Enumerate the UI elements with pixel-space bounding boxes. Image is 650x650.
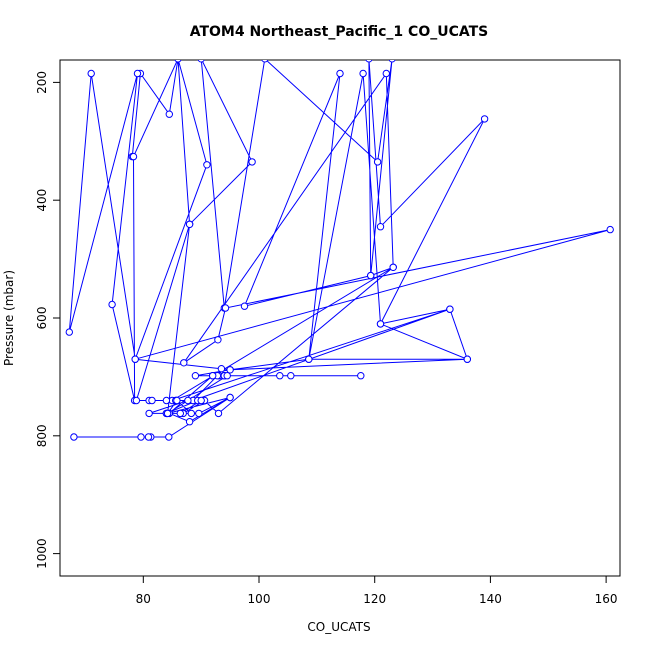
- data-point: [217, 365, 226, 373]
- x-tick-label: 140: [479, 592, 502, 606]
- data-point: [176, 409, 185, 418]
- data-point: [203, 161, 211, 169]
- data-point: [226, 393, 234, 402]
- data-point: [197, 396, 205, 405]
- data-point: [129, 152, 138, 161]
- data-point: [165, 433, 173, 441]
- data-point: [388, 60, 396, 63]
- y-tick-label: 1000: [35, 538, 49, 569]
- y-axis: 200 400 600 800 1000: [35, 71, 61, 569]
- data-point: [180, 359, 188, 367]
- data-point: [87, 69, 95, 78]
- data-point: [373, 158, 382, 166]
- data-point: [248, 158, 256, 166]
- data-point: [276, 372, 284, 380]
- x-tick-label: 100: [248, 592, 271, 606]
- data-point: [226, 366, 234, 374]
- data-point: [336, 69, 344, 78]
- data-point: [162, 396, 171, 405]
- y-axis-label: Pressure (mbar): [2, 270, 16, 366]
- data-point: [195, 409, 203, 418]
- data-point: [606, 225, 614, 234]
- data-point: [357, 372, 365, 380]
- plot-box: [59, 59, 621, 577]
- data-point: [365, 60, 373, 63]
- data-point: [305, 355, 313, 363]
- data-point: [389, 263, 397, 271]
- data-point: [261, 60, 269, 63]
- data-point: [131, 355, 139, 363]
- data-point: [221, 304, 230, 312]
- data-point: [184, 396, 192, 405]
- x-tick-label: 160: [595, 592, 618, 606]
- data-point: [480, 115, 489, 123]
- x-tick-label: 120: [363, 592, 386, 606]
- plot-area: [65, 60, 614, 441]
- series-line: [68, 60, 611, 438]
- data-point: [174, 60, 182, 63]
- data-point: [376, 223, 385, 231]
- y-tick-label: 200: [35, 71, 49, 94]
- data-point: [463, 355, 471, 363]
- data-point: [148, 396, 156, 405]
- data-point: [367, 271, 375, 280]
- y-tick-label: 800: [35, 424, 49, 447]
- chart-title: ATOM4 Northeast_Pacific_1 CO_UCATS: [190, 24, 489, 40]
- data-point: [185, 418, 194, 426]
- data-point: [145, 409, 153, 418]
- data-point: [287, 372, 295, 380]
- data-point: [132, 396, 141, 405]
- data-point: [108, 300, 116, 309]
- data-point: [144, 433, 153, 441]
- y-tick-label: 600: [35, 307, 49, 330]
- data-point: [187, 409, 196, 418]
- data-point: [382, 69, 390, 78]
- data-point: [197, 60, 205, 63]
- data-point: [191, 372, 200, 380]
- data-point: [173, 396, 181, 405]
- data-point: [223, 372, 231, 380]
- x-axis-label: CO_UCATS: [307, 620, 370, 634]
- y-tick-label: 400: [35, 189, 49, 212]
- data-point: [133, 69, 142, 78]
- data-point: [137, 433, 145, 441]
- data-point: [240, 302, 249, 310]
- data-point: [359, 69, 367, 78]
- data-point: [70, 433, 78, 441]
- data-point: [163, 409, 172, 418]
- x-axis: 80 100 120 140 160: [136, 575, 618, 606]
- data-point: [165, 110, 174, 118]
- data-point: [214, 409, 223, 418]
- data-point: [376, 320, 385, 328]
- data-point: [185, 220, 194, 229]
- data-point: [65, 328, 74, 336]
- data-point: [214, 336, 222, 344]
- data-point: [446, 305, 454, 313]
- x-tick-label: 80: [136, 592, 151, 606]
- data-point: [209, 372, 217, 380]
